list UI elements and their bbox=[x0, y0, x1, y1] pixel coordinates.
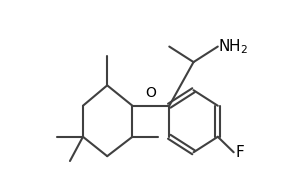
Text: F: F bbox=[235, 145, 244, 160]
Text: O: O bbox=[145, 86, 156, 100]
Text: NH$_2$: NH$_2$ bbox=[218, 37, 248, 56]
